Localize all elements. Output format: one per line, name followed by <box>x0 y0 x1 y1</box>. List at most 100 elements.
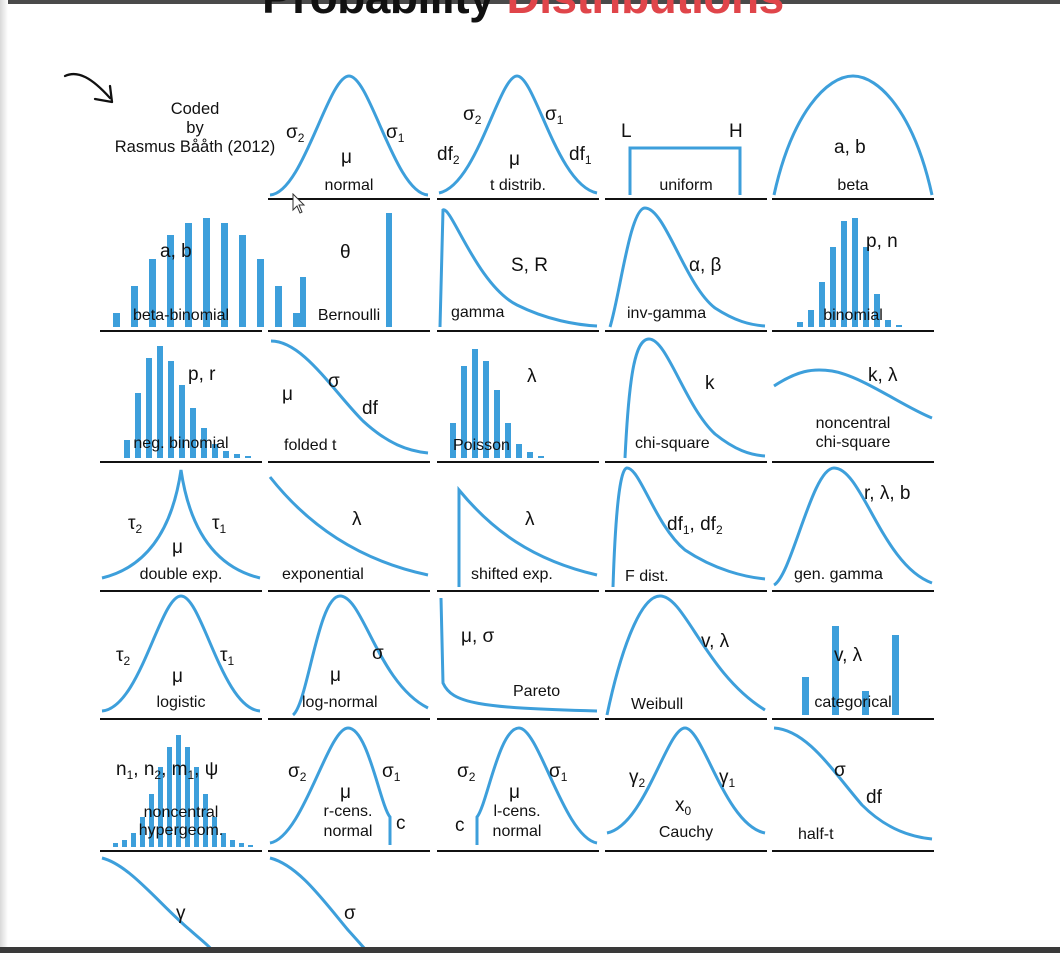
cell-log-normal[interactable]: σ μ log-normal <box>268 593 430 720</box>
cell-l-cens-normal[interactable]: σ2 σ1 μ c l-cens. normal <box>437 725 599 852</box>
cell-normal[interactable]: σ2 σ1 μ normal <box>268 73 430 200</box>
baseline <box>772 718 934 720</box>
label-chi-square: chi-square <box>815 434 891 451</box>
histogram-bar <box>808 310 814 327</box>
cell-neg-binomial[interactable]: p, r neg. binomial <box>100 336 262 463</box>
baseline <box>268 461 430 463</box>
label-log-normal: log-normal <box>302 694 378 711</box>
label-hypergeom: hypergeom. <box>138 822 224 839</box>
histogram-bar <box>149 259 156 327</box>
cell-pareto[interactable]: μ, σ Pareto <box>437 593 599 720</box>
hypergeom-bars <box>100 722 262 847</box>
binomial-bars <box>772 202 934 327</box>
cell-shifted-exp[interactable]: λ shifted exp. <box>437 465 599 592</box>
shifted-exp-curve <box>457 485 598 587</box>
cell-beta-binomial[interactable]: a, b beta-binomial <box>100 205 300 332</box>
histogram-bar <box>190 408 196 458</box>
histogram-bar <box>146 358 152 458</box>
histogram-bar <box>450 423 456 458</box>
exponential-curve <box>268 476 429 577</box>
baseline <box>605 850 767 852</box>
params-n1-n2-m1-psi: n1, n2, m1, ψ <box>116 759 219 782</box>
histogram-bar <box>230 840 235 847</box>
histogram-bar <box>131 833 136 847</box>
cell-noncentral-hypergeom[interactable]: n1, n2, m1, ψ noncentral hypergeom. <box>100 725 262 852</box>
cell-logistic[interactable]: τ2 τ1 μ logistic <box>100 593 262 720</box>
param-tau1: τ1 <box>220 645 235 668</box>
params-v-lambda: v, λ <box>834 645 863 666</box>
label-poisson: Poisson <box>453 437 510 454</box>
cell-uniform[interactable]: L H uniform <box>605 73 767 200</box>
cell-r-cens-normal[interactable]: σ2 σ1 μ c r-cens. normal <box>268 725 430 852</box>
label-binomial: binomial <box>823 307 883 324</box>
cell-double-exp[interactable]: τ2 τ1 μ double exp. <box>100 465 262 592</box>
baseline <box>772 461 934 463</box>
param-sigma: σ <box>834 760 846 781</box>
cell-cauchy[interactable]: γ2 γ1 x0 Cauchy <box>605 725 767 852</box>
label-inv-gamma: inv-gamma <box>627 305 707 322</box>
baseline <box>437 850 599 852</box>
l-cens-normal-curve <box>475 726 598 845</box>
poisson-bars <box>437 333 599 458</box>
cell-poisson[interactable]: λ Poisson <box>437 336 599 463</box>
param-sigma1: σ1 <box>382 761 401 784</box>
histogram-bar <box>802 677 809 715</box>
author-credit: Coded by Rasmus Bååth (2012) <box>100 100 290 157</box>
param-x0: x0 <box>675 795 692 818</box>
t-curve <box>438 74 598 195</box>
histogram-bar <box>892 635 899 715</box>
pareto-curve <box>439 597 598 713</box>
param-mu: μ <box>509 782 520 803</box>
double-exp-curve <box>101 469 261 580</box>
label-noncentral: noncentral <box>143 804 219 821</box>
param-df2: df2 <box>437 144 460 167</box>
histogram-bar <box>386 213 392 327</box>
cell-chi-square[interactable]: k chi-square <box>605 336 767 463</box>
baseline <box>605 590 767 592</box>
params-a-b: a, b <box>834 137 866 158</box>
baseline <box>437 198 599 200</box>
histogram-bar <box>221 223 228 327</box>
cell-inv-gamma[interactable]: α, β inv-gamma <box>605 205 767 332</box>
cell-categorical[interactable]: v, λ categorical <box>772 593 934 720</box>
histogram-bar <box>885 320 891 327</box>
cell-beta[interactable]: a, b beta <box>772 73 934 200</box>
categorical-bars <box>772 590 934 715</box>
histogram-bar <box>862 691 869 715</box>
param-sigma1: σ1 <box>386 122 405 145</box>
cell-gen-gamma[interactable]: r, λ, b gen. gamma <box>772 465 934 592</box>
cell-gamma[interactable]: S, R gamma <box>437 205 599 332</box>
cell-partial-gamma-param[interactable]: γ <box>100 855 262 947</box>
param-c: c <box>396 813 406 834</box>
cell-noncentral-chi-square[interactable]: k, λ noncentral chi-square <box>772 336 934 463</box>
noncentral-chi-square-curve <box>773 368 933 420</box>
cell-weibull[interactable]: v, λ Weibull <box>605 593 767 720</box>
label-f-dist: F dist. <box>625 568 669 585</box>
cell-half-t[interactable]: σ df half-t <box>772 725 934 852</box>
histogram-bar <box>461 366 467 458</box>
cell-binomial[interactable]: p, n binomial <box>772 205 934 332</box>
cell-bernoulli[interactable]: θ Bernoulli <box>268 205 430 332</box>
label-beta: beta <box>837 177 869 194</box>
cell-partial-sigma-param[interactable]: σ <box>268 855 430 947</box>
cell-f-dist[interactable]: df1, df2 F dist. <box>605 465 767 592</box>
param-L: L <box>621 121 632 142</box>
window-left-edge <box>0 0 8 953</box>
histogram-bar <box>201 428 207 458</box>
cell-t-distrib[interactable]: σ2 σ1 df2 df1 μ t distrib. <box>437 73 599 200</box>
chi-square-curve <box>623 337 766 459</box>
histogram-bar <box>135 393 141 458</box>
histogram-bar <box>223 451 229 458</box>
histogram-bar <box>185 747 190 847</box>
baseline <box>100 850 262 852</box>
histogram-bar <box>239 843 244 847</box>
cell-folded-t[interactable]: μ σ df folded t <box>268 336 430 463</box>
histogram-bar <box>874 294 880 327</box>
histogram-bar <box>167 235 174 327</box>
param-df: df <box>362 398 378 419</box>
label-cauchy: Cauchy <box>658 824 714 841</box>
params-s-r: S, R <box>511 255 548 276</box>
label-noncentral: noncentral <box>815 415 891 432</box>
r-cens-normal-curve <box>269 726 392 845</box>
cell-exponential[interactable]: λ exponential <box>268 465 430 592</box>
